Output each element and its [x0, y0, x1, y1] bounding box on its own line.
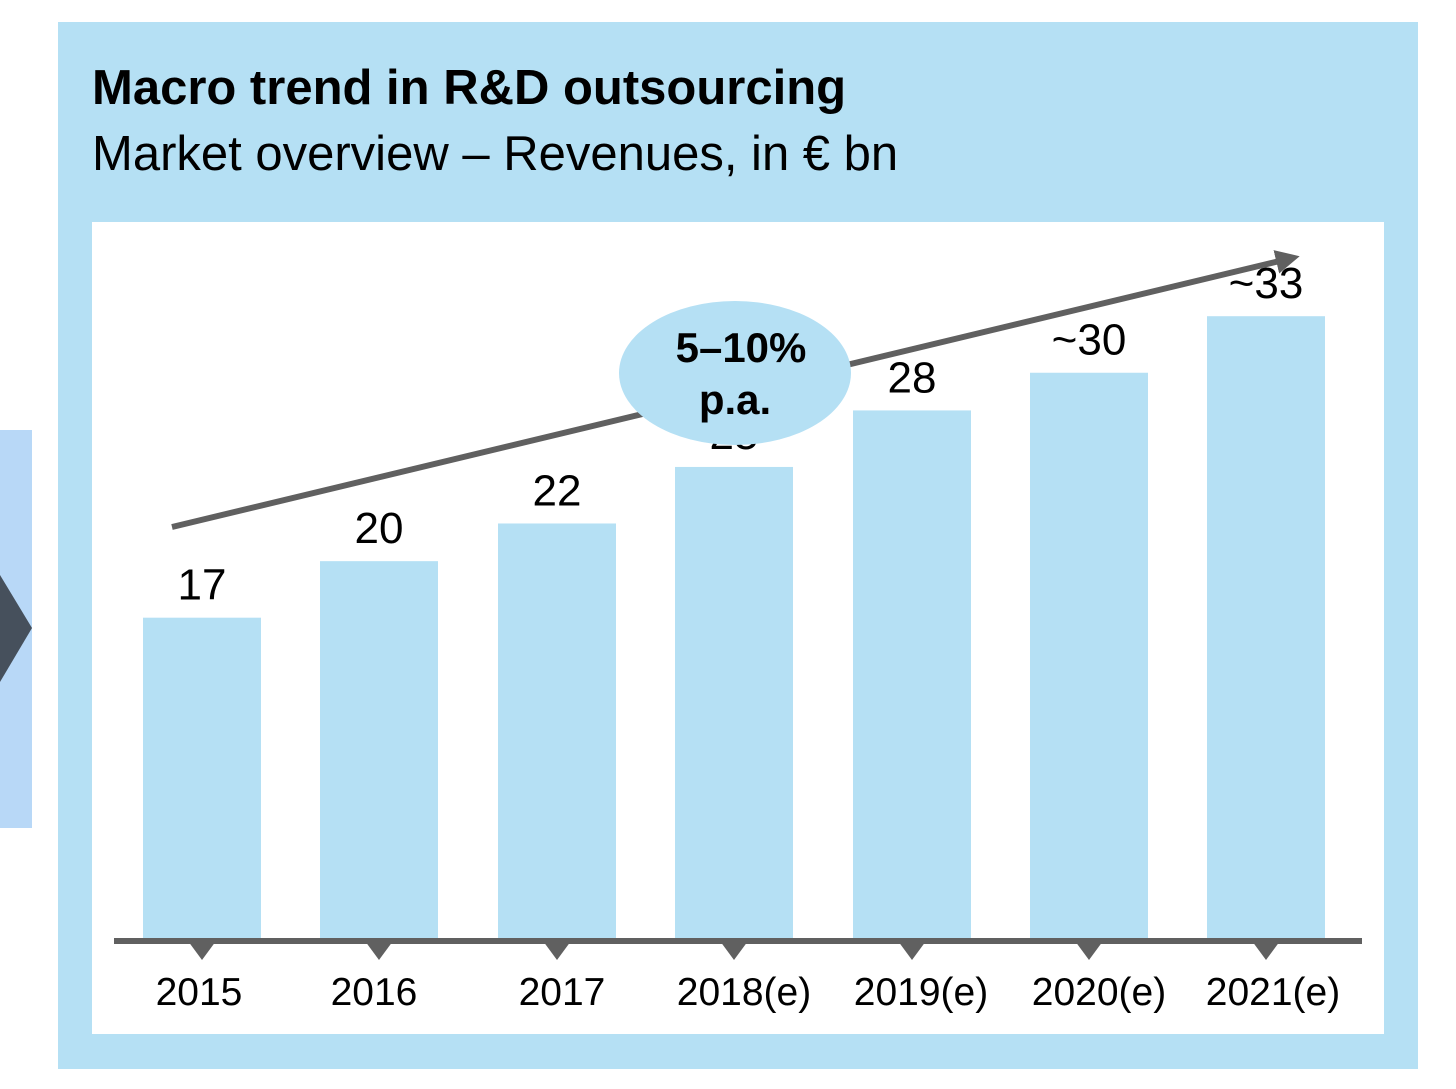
chart-subtitle: Market overview – Revenues, in € bn — [92, 127, 899, 181]
growth-badge — [619, 301, 851, 445]
axis-marker-2019(e) — [898, 941, 926, 960]
chart-plot-area: 1720222528~30~33 5–10% p.a. 201520162017… — [92, 222, 1384, 1034]
category-label-2019(e): 2019(e) — [854, 971, 988, 1014]
growth-badge-rate: 5–10% — [676, 324, 807, 371]
x-axis-labels: 2015 2016 2017 2018(e) 2019(e) 2020(e) 2021(e) — [156, 971, 1341, 1014]
chart-title: Macro trend in R&D outsourcing — [92, 61, 847, 115]
category-label-2020(e): 2020(e) — [1032, 971, 1166, 1014]
value-label-2019(e): 28 — [888, 353, 937, 402]
bar-2015 — [143, 617, 261, 938]
bar-2017 — [498, 523, 616, 938]
value-label-2020(e): ~30 — [1052, 316, 1127, 365]
bar-chart: 1720222528~30~33 5–10% p.a. 201520162017… — [114, 250, 1362, 1014]
category-label-2016: 2016 — [331, 971, 418, 1014]
value-label-2017: 22 — [533, 466, 582, 515]
axis-marker-2017 — [543, 941, 571, 960]
category-label-2018(e): 2018(e) — [677, 971, 811, 1014]
category-label-2015: 2015 — [156, 971, 243, 1014]
value-label-2015: 17 — [178, 561, 227, 610]
value-label-2016: 20 — [355, 504, 404, 553]
value-labels: 1720222528~30~33 — [178, 259, 1304, 609]
x-axis-markers — [188, 941, 1280, 960]
axis-marker-2015 — [188, 941, 216, 960]
axis-marker-2021(e) — [1252, 941, 1280, 960]
axis-marker-2018(e) — [720, 941, 748, 960]
bar-2019(e) — [853, 410, 971, 939]
bar-2020(e) — [1030, 372, 1148, 939]
axis-marker-2020(e) — [1075, 941, 1103, 960]
growth-badge-period: p.a. — [699, 376, 771, 423]
category-label-2021(e): 2021(e) — [1206, 971, 1340, 1014]
chevron-right-icon — [0, 575, 32, 682]
category-label-2017: 2017 — [519, 971, 606, 1014]
bar-2016 — [320, 561, 438, 938]
bar-2018(e) — [675, 466, 793, 938]
bar-2021(e) — [1207, 316, 1325, 938]
axis-marker-2016 — [365, 941, 393, 960]
bars — [143, 316, 1325, 939]
